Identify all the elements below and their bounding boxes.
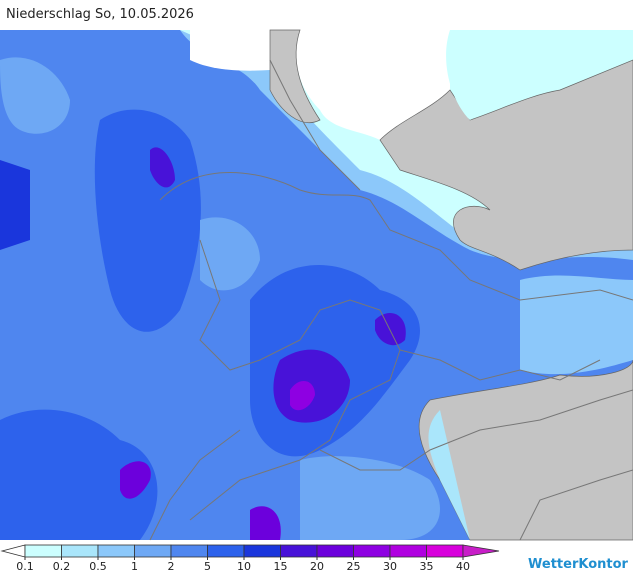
precip-heavy xyxy=(375,312,406,346)
precip-moderate xyxy=(0,409,158,540)
legend-label: 10 xyxy=(237,560,251,573)
land-dry xyxy=(269,29,321,123)
precip-moderate xyxy=(94,109,201,332)
legend-label: 1 xyxy=(131,560,138,573)
precip-heavy xyxy=(150,147,175,188)
legend-swatch xyxy=(280,544,318,558)
precip-very-heavy xyxy=(290,380,315,411)
map xyxy=(0,29,633,541)
legend-swatch xyxy=(389,544,427,558)
legend-label: 0.5 xyxy=(89,560,107,573)
legend-swatch xyxy=(170,544,208,558)
legend-label: 0.2 xyxy=(53,560,71,573)
legend-arrow-right xyxy=(462,544,500,558)
precip-moderate xyxy=(0,160,30,250)
legend-swatch xyxy=(426,544,464,558)
precip-heavy xyxy=(120,461,151,499)
legend-swatch xyxy=(24,544,62,558)
legend-swatch xyxy=(243,544,281,558)
legend-swatch xyxy=(353,544,391,558)
legend-label: 2 xyxy=(168,560,175,573)
legend-label: 35 xyxy=(420,560,434,573)
precip-light xyxy=(0,57,70,134)
precip-light xyxy=(520,275,633,375)
legend-swatch xyxy=(207,544,245,558)
precip-light xyxy=(200,217,260,291)
dry-area xyxy=(190,30,270,71)
legend-swatch xyxy=(97,544,135,558)
legend-label: 0.1 xyxy=(16,560,34,573)
precip-light xyxy=(300,456,440,540)
legend-swatch xyxy=(316,544,354,558)
legend-label: 30 xyxy=(383,560,397,573)
land-dry xyxy=(418,359,633,541)
precip-light xyxy=(428,410,470,540)
dry-area xyxy=(296,30,450,140)
legend-label: 20 xyxy=(310,560,324,573)
precip-lightest xyxy=(446,30,600,120)
legend: 0.1 0.2 0.5 1 2 5 10 15 20 25 30 35 40 xyxy=(0,544,500,573)
legend-swatch xyxy=(134,544,172,558)
legend-label: 15 xyxy=(274,560,288,573)
legend-label: 5 xyxy=(204,560,211,573)
borders xyxy=(149,59,633,541)
map-title: Niederschlag So, 10.05.2026 xyxy=(6,7,194,22)
brand-logo: WetterKontor xyxy=(528,557,629,572)
precip-heavy xyxy=(250,506,281,540)
legend-label: 25 xyxy=(347,560,361,573)
legend-label: 40 xyxy=(456,560,470,573)
legend-swatch xyxy=(61,544,99,558)
